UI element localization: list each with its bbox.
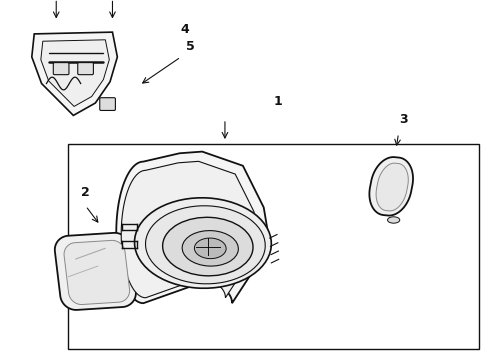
Text: 2: 2 [81, 186, 90, 199]
Text: 4: 4 [181, 23, 189, 36]
Text: 3: 3 [398, 113, 407, 126]
Polygon shape [32, 32, 117, 116]
Polygon shape [55, 233, 136, 310]
Ellipse shape [163, 217, 252, 276]
Ellipse shape [182, 231, 238, 266]
FancyBboxPatch shape [100, 98, 115, 111]
Polygon shape [368, 157, 412, 216]
Ellipse shape [194, 238, 225, 258]
Polygon shape [121, 161, 259, 298]
Ellipse shape [386, 217, 399, 223]
Ellipse shape [134, 198, 271, 288]
Polygon shape [375, 163, 407, 211]
Ellipse shape [145, 206, 264, 284]
Polygon shape [41, 40, 109, 107]
Bar [68, 144, 478, 349]
FancyBboxPatch shape [53, 63, 69, 75]
FancyBboxPatch shape [78, 63, 93, 75]
Text: 5: 5 [185, 40, 194, 53]
Polygon shape [64, 240, 129, 305]
Polygon shape [116, 152, 269, 303]
Text: 1: 1 [273, 95, 282, 108]
